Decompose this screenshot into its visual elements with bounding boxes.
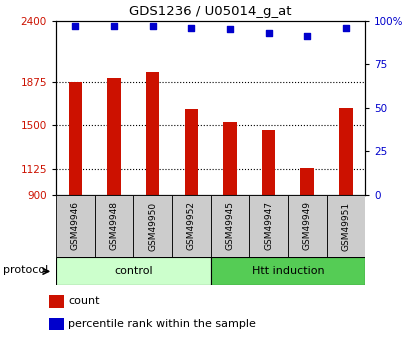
Bar [339, 108, 353, 195]
Point [72, 23, 79, 29]
Bar [107, 78, 121, 195]
Text: Htt induction: Htt induction [251, 266, 324, 276]
Bar [327, 195, 365, 257]
Bar [172, 195, 210, 257]
Text: count: count [68, 296, 100, 306]
Bar [56, 195, 95, 257]
Text: percentile rank within the sample: percentile rank within the sample [68, 319, 256, 329]
Bar [133, 195, 172, 257]
Bar [68, 82, 82, 195]
Bar [288, 195, 327, 257]
Point [111, 23, 117, 29]
Bar [249, 195, 288, 257]
Text: GSM49950: GSM49950 [148, 201, 157, 250]
Title: GDS1236 / U05014_g_at: GDS1236 / U05014_g_at [129, 5, 292, 18]
Text: GSM49952: GSM49952 [187, 201, 196, 250]
Text: GSM49945: GSM49945 [225, 201, 234, 250]
Bar [56, 257, 210, 285]
Bar [146, 72, 159, 195]
Text: GSM49951: GSM49951 [342, 201, 350, 250]
Bar [49, 295, 64, 308]
Text: GSM49947: GSM49947 [264, 201, 273, 250]
Text: GSM49949: GSM49949 [303, 201, 312, 250]
Text: protocol: protocol [3, 265, 48, 275]
Bar [210, 195, 249, 257]
Bar [223, 122, 237, 195]
Text: GSM49946: GSM49946 [71, 201, 80, 250]
Bar [262, 130, 275, 195]
Point [188, 25, 195, 30]
Point [342, 25, 349, 30]
Bar [185, 109, 198, 195]
Point [227, 27, 233, 32]
Bar [300, 168, 314, 195]
Text: control: control [114, 266, 153, 276]
Point [265, 30, 272, 36]
Bar [210, 257, 365, 285]
Point [149, 23, 156, 29]
Point [304, 33, 310, 39]
Bar [49, 318, 64, 330]
Text: GSM49948: GSM49948 [110, 201, 119, 250]
Bar [95, 195, 133, 257]
